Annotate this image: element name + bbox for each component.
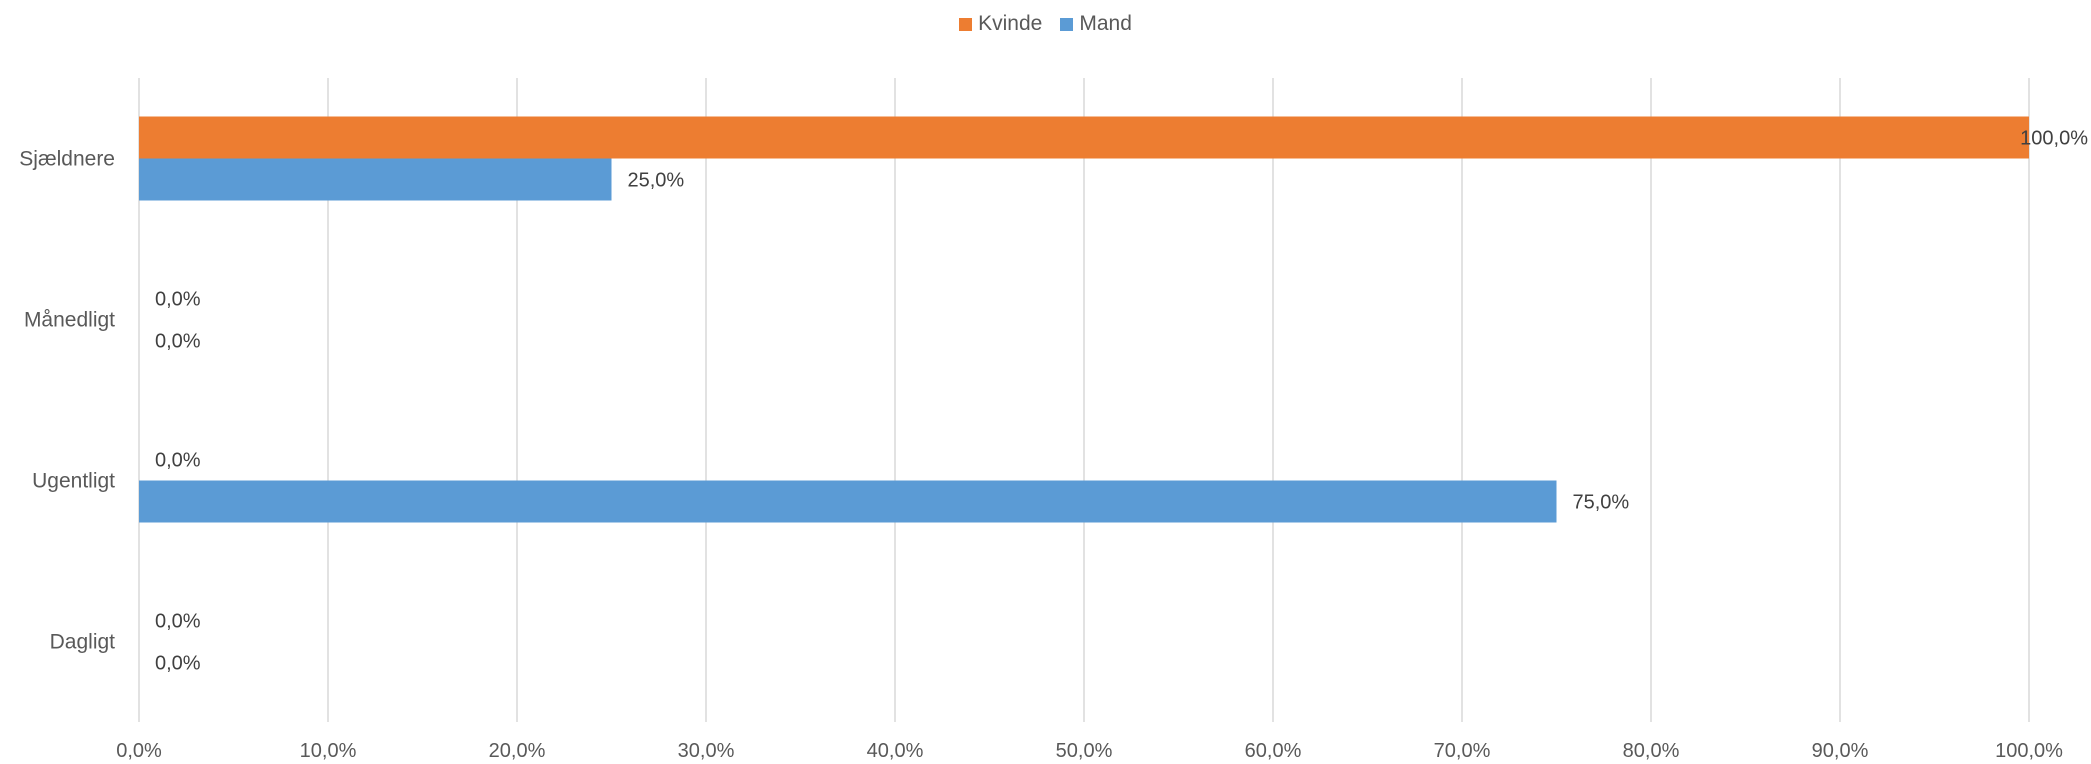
x-tick-label: 0,0% — [116, 740, 162, 762]
category-label: Ugentligt — [32, 470, 115, 493]
data-label: 25,0% — [628, 170, 685, 192]
legend-item-kvinde: Kvinde — [959, 12, 1042, 36]
legend-label-kvinde: Kvinde — [978, 12, 1043, 35]
legend: Kvinde Mand — [0, 12, 2091, 36]
data-label: 0,0% — [155, 289, 201, 311]
x-tick-label: 20,0% — [489, 740, 546, 762]
x-tick-label: 80,0% — [1623, 740, 1680, 762]
category-label: Dagligt — [50, 631, 116, 654]
x-tick-label: 30,0% — [678, 740, 735, 762]
data-label: 75,0% — [1573, 492, 1630, 514]
data-label: 0,0% — [155, 611, 201, 633]
legend-swatch-mand — [1060, 17, 1074, 31]
x-tick-label: 10,0% — [300, 740, 357, 762]
x-tick-label: 60,0% — [1245, 740, 1302, 762]
bar-kvinde — [139, 116, 2029, 159]
bar-mand — [139, 480, 1557, 523]
x-tick-label: 40,0% — [867, 740, 924, 762]
legend-swatch-kvinde — [959, 17, 973, 31]
category-label: Sjældnere — [19, 148, 115, 171]
data-label: 0,0% — [155, 450, 201, 472]
legend-label-mand: Mand — [1079, 12, 1132, 35]
legend-item-mand: Mand — [1060, 12, 1132, 36]
data-label: 0,0% — [155, 331, 201, 353]
data-label: 100,0% — [2020, 128, 2088, 150]
data-label: 0,0% — [155, 653, 201, 675]
category-label: Månedligt — [24, 309, 115, 332]
x-tick-label: 90,0% — [1812, 740, 1869, 762]
bar-mand — [139, 158, 612, 201]
x-tick-label: 50,0% — [1056, 740, 1113, 762]
x-tick-label: 100,0% — [1995, 740, 2063, 762]
x-tick-label: 70,0% — [1434, 740, 1491, 762]
